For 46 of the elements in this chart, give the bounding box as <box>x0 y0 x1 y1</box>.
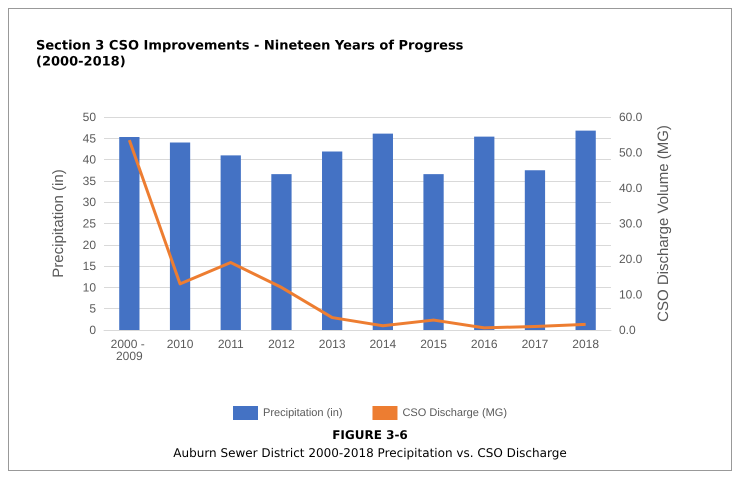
y2-tick-label: 20.0 <box>619 252 643 266</box>
y2-tick-label: 10.0 <box>619 288 643 302</box>
bar <box>322 152 342 330</box>
bar <box>372 134 393 330</box>
x-tick-label: 2015 <box>420 337 448 351</box>
chart-title: Section 3 CSO Improvements - Nineteen Years of Progress (2000-2018) <box>36 38 468 70</box>
x-tick-label: 2016 <box>470 337 498 351</box>
x-tick-label: 2013 <box>318 337 346 351</box>
text: Auburn Sewer District 2000-2018 Precipitation vs. CSO Discharge <box>173 446 567 460</box>
y-tick-label: 30 <box>82 195 96 210</box>
x-tick-label: 2017 <box>522 337 549 351</box>
x-tick-label: 2014 <box>370 337 397 351</box>
bar <box>576 130 596 330</box>
y-tick-label: 20 <box>82 238 96 252</box>
y-tick-label: 45 <box>82 131 96 146</box>
y-tick-label: 25 <box>82 216 96 230</box>
bar <box>170 142 190 330</box>
y-tick-label: 40 <box>82 152 96 167</box>
x-tick-label: 2011 <box>218 337 244 351</box>
y2-tick-label: 30.0 <box>619 216 643 230</box>
y2-tick-label: 60.0 <box>619 110 643 124</box>
y-tick-label: 0 <box>89 323 96 337</box>
y2-axis-title: CSO Discharge Volume (MG) <box>655 125 672 322</box>
legend-label: Precipitation (in) <box>263 407 342 419</box>
bar <box>423 174 444 330</box>
bar <box>474 136 494 330</box>
bar <box>220 155 241 330</box>
y-tick-label: 50 <box>82 110 96 124</box>
y2-tick-label: 50.0 <box>619 146 643 160</box>
x-tick-label: 2000 - 2009 <box>110 337 148 363</box>
x-tick-label: 2012 <box>268 337 296 351</box>
y2-tick-label: 40.0 <box>619 181 643 195</box>
bar <box>271 174 292 330</box>
line-series <box>128 138 588 330</box>
y2-tick-label: 0.0 <box>619 323 636 337</box>
y-tick-label: 35 <box>82 174 96 188</box>
y-tick-label: 10 <box>82 280 96 294</box>
caption: FIGURE 3-6 <box>332 428 408 442</box>
y-tick-label: 15 <box>82 259 96 274</box>
bar <box>524 170 546 330</box>
bar <box>119 137 140 330</box>
x-tick-label: 2010 <box>166 337 194 351</box>
y-axis-title: Precipitation (in) <box>50 169 67 278</box>
y-tick-label: 5 <box>89 302 96 316</box>
legend-label: CSO Discharge (MG) <box>402 407 508 419</box>
x-tick-label: 2018 <box>572 337 600 351</box>
